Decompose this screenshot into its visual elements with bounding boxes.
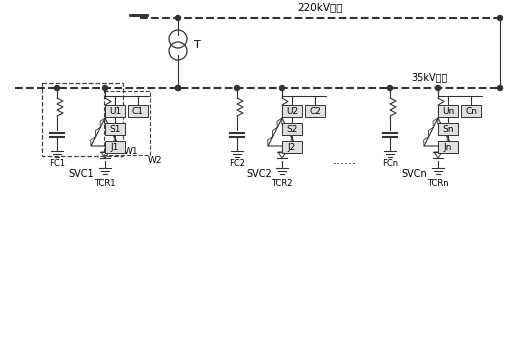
Text: Jn: Jn (444, 142, 452, 151)
Text: FCn: FCn (382, 159, 398, 168)
Circle shape (55, 86, 59, 90)
Text: Cn: Cn (465, 107, 477, 116)
Circle shape (280, 86, 284, 90)
Text: C2: C2 (309, 107, 321, 116)
Text: S2: S2 (287, 125, 297, 133)
Text: 35kV毛线: 35kV毛线 (412, 72, 448, 82)
Text: U1: U1 (109, 107, 121, 116)
Circle shape (176, 86, 180, 90)
Bar (105, 105, 125, 117)
Text: U2: U2 (286, 107, 298, 116)
Text: T: T (194, 40, 201, 50)
Text: J2: J2 (288, 142, 296, 151)
Circle shape (436, 86, 440, 90)
Text: TCR2: TCR2 (271, 179, 293, 188)
Text: J1: J1 (111, 142, 119, 151)
Circle shape (387, 86, 393, 90)
Text: SVCn: SVCn (401, 169, 427, 179)
Bar (438, 105, 458, 117)
Text: FC1: FC1 (49, 159, 65, 168)
Text: TCRn: TCRn (427, 179, 449, 188)
Text: Un: Un (442, 107, 454, 116)
Text: W2: W2 (148, 156, 162, 165)
Text: Sn: Sn (442, 125, 454, 133)
Circle shape (235, 86, 240, 90)
Circle shape (102, 86, 108, 90)
Bar (42, 83, 123, 156)
Text: FC2: FC2 (229, 159, 245, 168)
Bar (128, 105, 148, 117)
Text: C1: C1 (132, 107, 144, 116)
Bar (105, 123, 125, 135)
Bar (438, 141, 458, 153)
Text: TCR1: TCR1 (94, 179, 116, 188)
Bar (282, 141, 302, 153)
Text: S1: S1 (109, 125, 121, 133)
Circle shape (176, 15, 180, 21)
Circle shape (176, 86, 180, 90)
Bar (105, 141, 125, 153)
Circle shape (498, 86, 502, 90)
Bar (282, 123, 302, 135)
Bar (461, 105, 481, 117)
Circle shape (498, 15, 502, 21)
Text: ......: ...... (333, 153, 357, 166)
Text: SVC1: SVC1 (68, 169, 94, 179)
Bar (282, 105, 302, 117)
Bar (438, 123, 458, 135)
Bar (104, 91, 150, 155)
Bar (305, 105, 325, 117)
Text: SVC2: SVC2 (246, 169, 272, 179)
Text: 220kV毛线: 220kV毛线 (297, 2, 343, 12)
Text: W1: W1 (124, 147, 139, 156)
